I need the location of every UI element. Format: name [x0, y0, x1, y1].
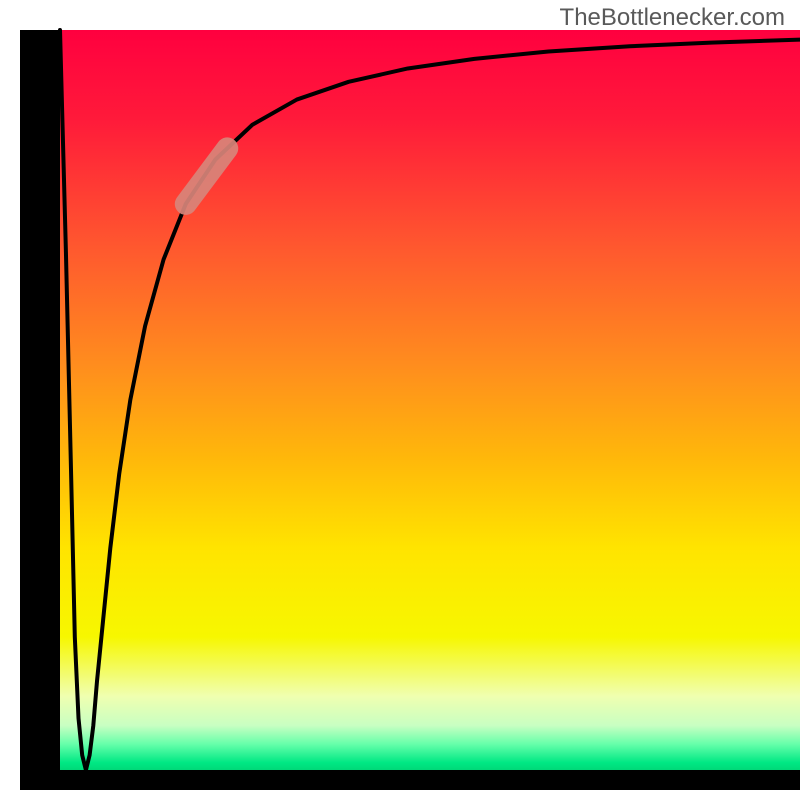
gradient-background [60, 30, 800, 770]
bottleneck-chart [0, 0, 800, 800]
chart-container: { "attribution": { "text": "TheBottlenec… [0, 0, 800, 800]
attribution-text: TheBottlenecker.com [560, 4, 785, 32]
